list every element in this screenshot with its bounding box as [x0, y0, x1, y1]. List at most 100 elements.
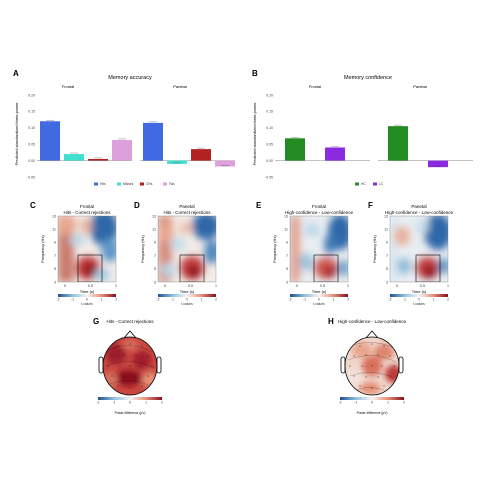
bar-fas	[215, 160, 235, 167]
x-tick-label: 0.5	[88, 284, 93, 288]
x-axis-label: Time (s)	[412, 289, 427, 294]
x-axis-label: Time (s)	[312, 289, 327, 294]
panel-g: G Hits - Correct rejections	[93, 317, 163, 415]
x-tick-label: 1	[347, 284, 349, 288]
y-tick-label: 3	[154, 280, 156, 284]
colorbar: -2 -1 0 1 2 t-values	[157, 294, 217, 306]
y-tick-label: 3	[54, 280, 56, 284]
bar-misses	[167, 160, 187, 164]
x-tick-label: 0.5	[420, 284, 425, 288]
x-ticks: 0 0.5 1	[64, 284, 117, 288]
panel-title: Frontal	[80, 204, 94, 209]
x-ticks: 0 0.5 1	[164, 284, 217, 288]
bar-hits	[40, 121, 60, 161]
colorbar-tick: -1	[113, 401, 116, 405]
colorbar-gradient	[58, 294, 116, 297]
y-tick-label: 3	[286, 280, 288, 284]
panel-subtitle: High-confidence - Low-confidence	[385, 210, 454, 215]
nose-icon	[365, 330, 379, 339]
legend: Hits Misses CRs FAs	[94, 182, 175, 186]
colorbar-tick: -2	[289, 298, 292, 302]
bar-crs	[88, 158, 108, 161]
y-tick-label: 11	[52, 228, 56, 232]
colorbar-tick: 0	[371, 401, 373, 405]
colorbar-tick: 0	[318, 298, 320, 302]
panel-title: Frontal	[312, 204, 326, 209]
colorbar-tick: 0	[129, 401, 131, 405]
colorbar-tick: -2	[57, 298, 60, 302]
panel-subtitle: Hits - Correct rejections	[63, 210, 111, 215]
colorbar-tick: -1	[71, 298, 74, 302]
colorbar-tick: -2	[339, 401, 342, 405]
colorbar-tick: 2	[215, 298, 217, 302]
bar-lc	[428, 160, 448, 168]
y-ticks: 13 11 9 7 5 3	[52, 214, 56, 284]
x-tick-label: 1	[115, 284, 117, 288]
panel-a: A Memory accuracy Frontal Parietal Predi…	[13, 69, 235, 186]
panel-h: H High-confidence - Low-confidence	[328, 317, 407, 415]
legend-swatch	[355, 182, 359, 186]
topomap	[345, 337, 399, 395]
colorbar: -2 -1 0 1 2 t-values	[57, 294, 117, 306]
y-tick-label: 7	[54, 254, 56, 258]
topomap	[103, 337, 157, 395]
colorbar-tick: -2	[97, 401, 100, 405]
colorbar-tick: 1	[433, 298, 435, 302]
colorbar-gradient	[340, 397, 404, 400]
y-tick-label: 11	[384, 228, 388, 232]
y-tick-label: 13	[52, 214, 56, 218]
x-ticks: 0 0.5 1	[396, 284, 449, 288]
head-outline	[102, 336, 158, 396]
colorbar-tick: 1	[145, 401, 147, 405]
x-tick-label: 0	[164, 284, 166, 288]
x-tick-label: 1	[447, 284, 449, 288]
y-axis-label: Frequency (Hz)	[40, 235, 45, 263]
bar-lc	[325, 147, 345, 161]
colorbar-label: Power difference (µV)	[357, 411, 388, 415]
panel-title: Parietal	[179, 204, 194, 209]
legend-swatch	[140, 182, 144, 186]
colorbar-tick: 1	[333, 298, 335, 302]
panel-subtitle: High-confidence - Low-confidence	[285, 210, 354, 215]
tf-heatmap	[58, 216, 116, 282]
y-tick-label: 0.15	[266, 110, 273, 114]
legend-label: CRs	[146, 182, 153, 186]
legend-swatch	[117, 182, 121, 186]
facet-label-parietal: Parietal	[413, 84, 427, 89]
x-tick-label: 0.5	[320, 284, 325, 288]
colorbar-tick: 0	[418, 298, 420, 302]
panel-subtitle: Hits - Correct rejections	[163, 210, 211, 215]
bar-fas	[112, 139, 132, 161]
bar-misses	[64, 154, 84, 161]
y-tick-label: 13	[384, 214, 388, 218]
y-axis: 0.20 0.15 0.10 0.05 0.00 -0.05	[27, 93, 35, 179]
tf-heatmap	[290, 216, 348, 282]
legend-label: FAs	[169, 182, 175, 186]
y-tick-label: 9	[386, 241, 388, 245]
colorbar-tick: -2	[157, 298, 160, 302]
colorbar-gradient	[158, 294, 216, 297]
y-tick-label: 0.05	[266, 143, 273, 147]
x-tick-label: 0.5	[188, 284, 193, 288]
legend: HC LC	[355, 182, 384, 186]
y-tick-label: 5	[286, 267, 288, 271]
x-ticks: 0 0.5 1	[296, 284, 349, 288]
y-tick-label: 13	[284, 214, 288, 218]
x-tick-label: 0	[296, 284, 298, 288]
colorbar-label: t-values	[81, 302, 93, 306]
left-ear-icon	[340, 356, 346, 374]
colorbar-tick: 2	[447, 298, 449, 302]
y-tick-label: 0.00	[266, 159, 273, 163]
y-tick-label: 11	[152, 228, 156, 232]
right-ear-icon	[156, 356, 162, 374]
panel-c: C Frontal Hits - Correct rejections Freq…	[30, 201, 117, 306]
chart-title: Memory confidence	[344, 75, 392, 81]
colorbar-gradient	[390, 294, 448, 297]
colorbar: -2 -1 0 1 2	[339, 397, 405, 405]
y-axis-label: Frequency (Hz)	[140, 235, 145, 263]
y-axis-label: Frequency (Hz)	[272, 235, 277, 263]
y-tick-label: 11	[284, 228, 288, 232]
facet-label-frontal: Frontal	[62, 84, 75, 89]
y-tick-label: 9	[54, 241, 56, 245]
y-tick-label: 5	[54, 267, 56, 271]
